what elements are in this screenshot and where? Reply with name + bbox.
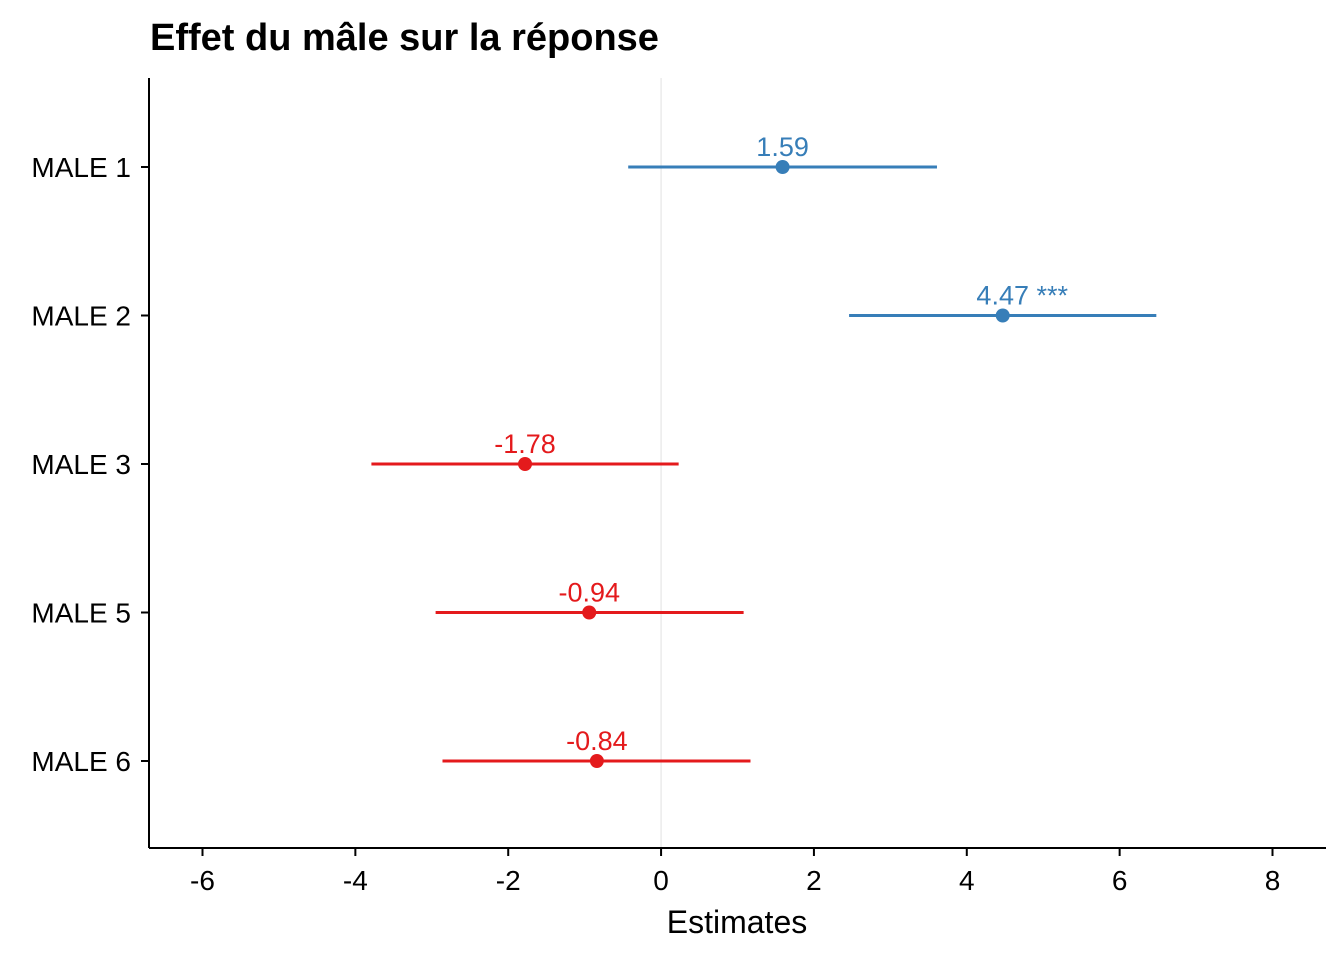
x-tick-label: -6 <box>190 865 215 896</box>
estimate-point <box>582 605 597 620</box>
estimate-label: -0.94 <box>558 578 620 608</box>
y-tick-label: MALE 6 <box>31 746 131 777</box>
x-tick-label: 2 <box>806 865 822 896</box>
estimate-label: -0.84 <box>566 726 628 756</box>
estimate-point <box>775 160 790 174</box>
estimate-point <box>518 457 533 471</box>
y-tick-label: MALE 5 <box>31 598 131 629</box>
estimate-label: 4.47 *** <box>976 281 1068 311</box>
y-tick-label: MALE 1 <box>31 152 131 183</box>
estimate-point <box>995 308 1010 323</box>
y-tick-label: MALE 3 <box>31 449 131 480</box>
x-tick-label: 6 <box>1112 865 1128 896</box>
x-axis-title: Estimates <box>667 904 807 940</box>
x-tick-label: -2 <box>496 865 521 896</box>
y-tick-label: MALE 2 <box>31 301 131 332</box>
x-axis: -6 -4 -2 0 2 4 6 8 <box>190 848 1280 896</box>
x-tick-label: -4 <box>343 865 368 896</box>
estimate-label: 1.59 <box>756 132 809 162</box>
x-tick-label: 8 <box>1265 865 1281 896</box>
chart-title: Effet du mâle sur la réponse <box>150 17 659 59</box>
x-tick-label: 0 <box>653 865 669 896</box>
y-axis: MALE 1 MALE 2 MALE 3 MALE 5 MALE 6 <box>31 152 149 777</box>
x-tick-label: 4 <box>959 865 975 896</box>
estimate-label: -1.78 <box>494 429 556 459</box>
estimate-point <box>589 754 604 768</box>
estimates-layer: 1.59 4.47 *** -1.78 -0.94 -0.84 <box>371 132 1157 768</box>
